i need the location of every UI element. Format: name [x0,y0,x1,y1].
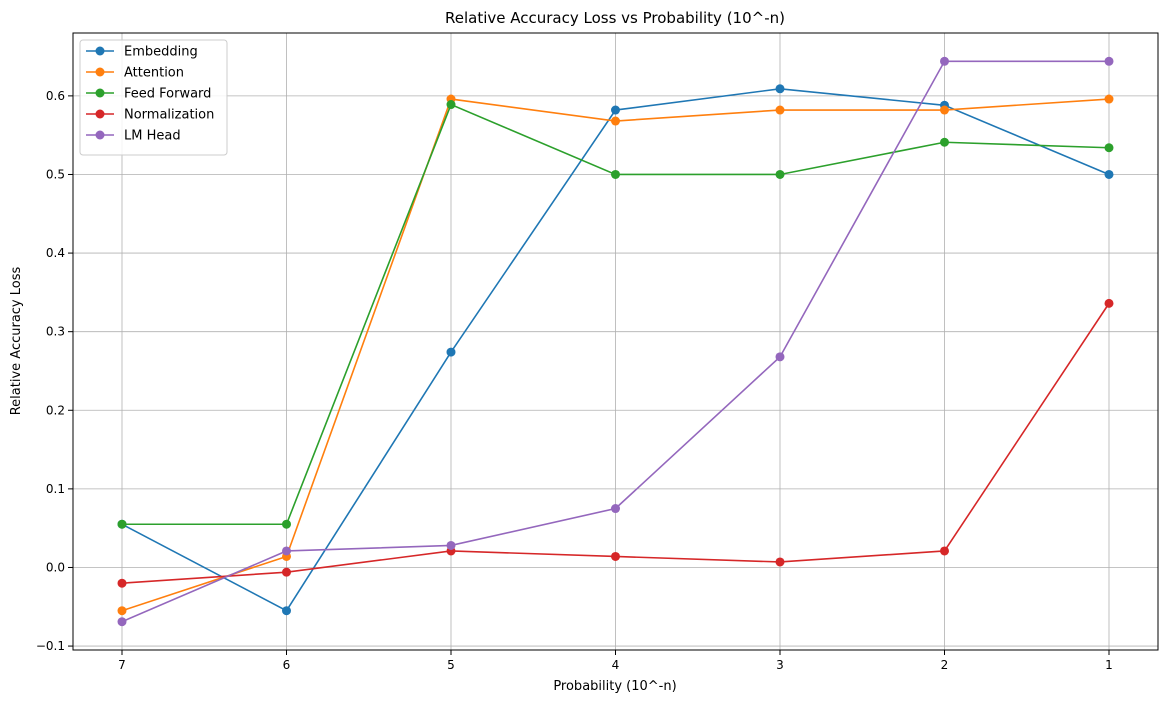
data-point-normalization [1104,298,1114,308]
legend-marker-feed-forward [95,88,105,98]
data-point-normalization [940,546,949,556]
series-lm-head [117,56,1114,627]
x-tick-label: 3 [776,658,784,672]
data-point-normalization [611,551,620,561]
y-tick-label: 0.4 [46,246,65,260]
series-lines [117,56,1114,627]
x-tick-label: 1 [1105,658,1113,672]
data-point-feed-forward [446,100,456,110]
y-tick-label: 0.1 [46,482,65,496]
data-point-feed-forward [611,169,620,179]
data-point-embedding [1104,169,1114,179]
legend: Embedding Attention Feed Forward Normalizat… [79,39,228,156]
x-tick-label: 6 [283,658,291,672]
data-point-attention [117,606,127,616]
data-point-lm-head [446,540,456,550]
legend-label-embedding: Embedding [124,45,198,60]
legend-label-feed-forward: Feed Forward [124,87,211,102]
series-normalization [117,298,1114,588]
data-point-feed-forward [775,169,785,179]
legend-label-lm-head: LM Head [124,129,181,144]
x-tick-label: 5 [447,658,455,672]
data-point-feed-forward [117,519,127,529]
x-axis-label: Probability (10^-n) [553,679,676,694]
legend-marker-attention [95,67,105,77]
x-tick-label: 7 [118,658,126,672]
legend-marker-normalization [95,109,105,119]
legend-label-normalization: Normalization [124,108,214,123]
series-feed-forward [117,100,1114,529]
data-point-embedding [446,347,456,357]
data-point-normalization [775,557,785,567]
legend-marker-embedding [95,46,105,56]
data-point-lm-head [940,56,949,66]
y-tick-label: 0.3 [46,325,65,339]
data-point-lm-head [117,617,127,627]
y-tick-label: 0.2 [46,403,65,417]
legend-label-attention: Attention [124,66,184,81]
data-point-attention [611,116,620,126]
y-tick-label: 0.0 [46,560,65,574]
data-point-normalization [117,578,127,588]
legend-marker-lm-head [95,130,105,140]
data-point-embedding [611,105,620,115]
y-tick-label: −0.1 [36,639,65,653]
y-tick-label: 0.5 [46,167,65,181]
data-point-feed-forward [1104,143,1114,153]
y-tick-label: 0.6 [46,89,65,103]
x-tick-label: 4 [612,658,620,672]
y-axis-label: Relative Accuracy Loss [9,267,24,416]
data-point-feed-forward [940,137,949,147]
axes: 7 6 5 4 3 2 1 −0.1 0.0 0.1 0.2 0.3 0.4 0.5 0.6 [36,32,1159,672]
chart-title: Relative Accuracy Loss vs Probability (1… [445,9,785,27]
data-point-lm-head [775,352,785,362]
data-point-lm-head [1104,56,1114,66]
data-point-embedding [282,606,291,616]
legend-box [79,39,228,156]
data-point-lm-head [282,546,291,556]
data-point-embedding [775,84,785,94]
data-point-feed-forward [282,519,291,529]
data-point-attention [1104,94,1114,104]
data-point-normalization [282,567,291,577]
data-point-attention [775,105,785,115]
data-point-lm-head [611,504,620,514]
x-tick-label: 2 [941,658,949,672]
data-point-attention [940,105,949,115]
